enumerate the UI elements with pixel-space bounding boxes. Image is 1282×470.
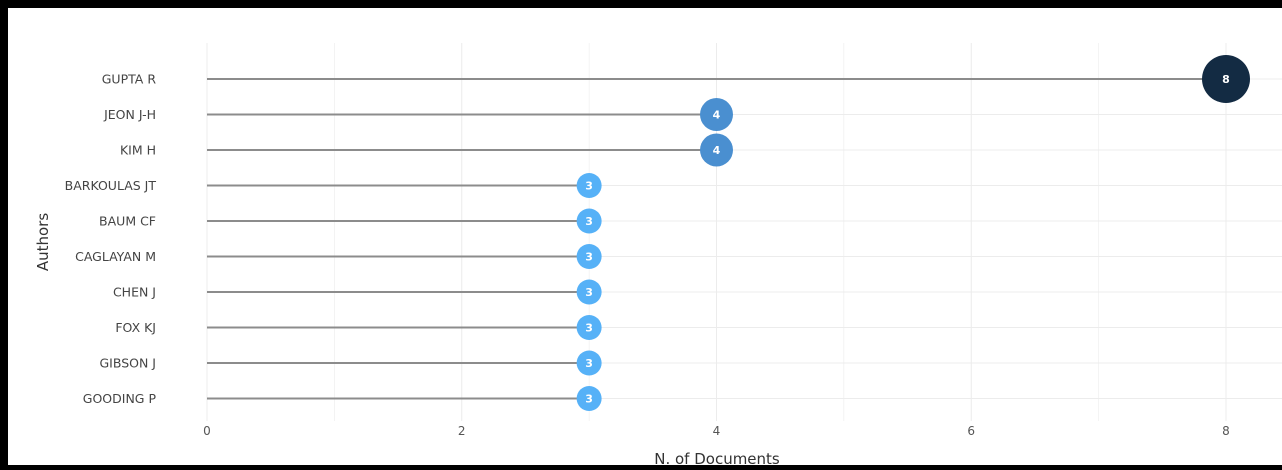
lollipop-chart: 8 4 4 3 3 3 3 3 3 3 GUPTA R JEON J-H KIM H BARKOULAS… [8, 8, 1282, 465]
chart-panel: 8 4 4 3 3 3 3 3 3 3 GUPTA R JEON J-H KIM H BARKOULAS… [8, 8, 1282, 465]
data-label: 4 [713, 109, 721, 122]
y-tick-label: JEON J-H [103, 107, 156, 122]
y-tick-label: BAUM CF [99, 214, 156, 229]
data-label: 3 [585, 180, 593, 193]
x-axis-title: N. of Documents [654, 450, 780, 465]
data-label: 8 [1222, 73, 1230, 86]
dot-layer: 8 4 4 3 3 3 3 3 3 3 [577, 55, 1250, 411]
data-label: 3 [585, 393, 593, 406]
y-tick-label: GUPTA R [102, 72, 157, 87]
data-label: 4 [713, 144, 721, 157]
y-tick-labels: GUPTA R JEON J-H KIM H BARKOULAS JT BAUM CF C… [65, 72, 157, 407]
x-tick-labels: 0 2 4 6 8 [203, 424, 1230, 438]
y-tick-label: CHEN J [113, 285, 156, 300]
data-label: 3 [585, 251, 593, 264]
data-label: 3 [585, 357, 593, 370]
x-tick-label: 0 [203, 424, 211, 438]
x-tick-label: 6 [967, 424, 975, 438]
x-tick-label: 8 [1222, 424, 1230, 438]
y-tick-label: BARKOULAS JT [65, 178, 157, 193]
y-tick-label: KIM H [120, 143, 156, 158]
x-tick-label: 2 [458, 424, 466, 438]
grid-layer [207, 43, 1282, 421]
y-tick-label: CAGLAYAN M [75, 249, 156, 264]
y-tick-label: FOX KJ [115, 320, 156, 335]
data-label: 3 [585, 286, 593, 299]
y-tick-label: GOODING P [83, 391, 157, 406]
y-tick-label: GIBSON J [99, 356, 156, 371]
data-label: 3 [585, 322, 593, 335]
y-axis-title: Authors [34, 213, 52, 272]
data-label: 3 [585, 215, 593, 228]
x-tick-label: 4 [713, 424, 721, 438]
